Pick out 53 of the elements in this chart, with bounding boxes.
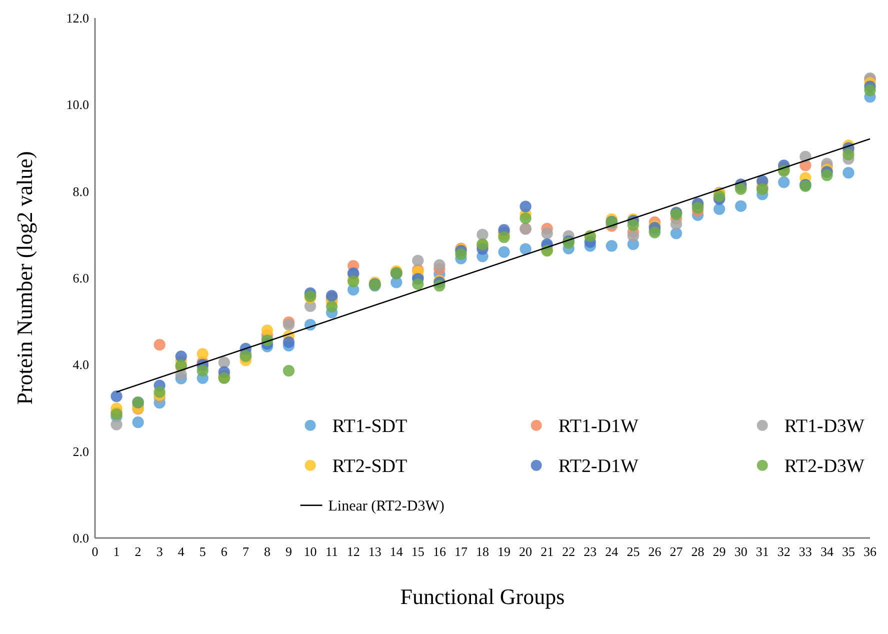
- x-tick-label: 24: [605, 544, 619, 559]
- x-tick-label: 10: [304, 544, 317, 559]
- x-tick-label: 28: [691, 544, 704, 559]
- x-tick-label: 21: [540, 544, 554, 559]
- x-tick-label: 1: [113, 544, 120, 559]
- x-tick-label: 33: [798, 544, 812, 559]
- x-tick-label: 32: [777, 544, 790, 559]
- legend-label: RT1-D3W: [784, 416, 865, 437]
- x-tick-label: 34: [820, 544, 834, 559]
- x-tick-label: 9: [286, 544, 292, 559]
- x-tick-label: 5: [199, 544, 206, 559]
- legend-label: RT2-SDT: [332, 456, 408, 477]
- x-tick-label: 31: [756, 544, 769, 559]
- y-tick-label: 8.0: [72, 184, 89, 199]
- legend-label: Linear (RT2-D3W): [328, 498, 444, 515]
- x-tick-label: 26: [648, 544, 662, 559]
- x-tick-label: 29: [712, 544, 726, 559]
- x-tick-label: 27: [670, 544, 684, 559]
- x-axis-title: Functional Groups: [400, 584, 565, 609]
- y-tick-label: 12.0: [66, 10, 89, 26]
- legend-label: RT2-D1W: [558, 456, 639, 477]
- x-tick-label: 30: [734, 544, 748, 559]
- x-tick-label: 2: [134, 544, 142, 559]
- legend-label: RT1-D1W: [558, 416, 639, 437]
- y-tick-label: 0.0: [72, 530, 89, 546]
- legend-label: RT1-SDT: [332, 416, 408, 437]
- y-tick-label: 6.0: [72, 270, 89, 286]
- x-tick-label: 20: [519, 544, 532, 559]
- x-tick-label: 11: [326, 544, 338, 559]
- x-tick-label: 14: [390, 544, 404, 559]
- y-tick-label: 4.0: [72, 357, 89, 372]
- x-tick-label: 17: [454, 544, 468, 559]
- x-tick-label: 35: [842, 544, 855, 559]
- x-tick-label: 8: [264, 544, 270, 559]
- legend-label: RT2-D3W: [784, 456, 865, 477]
- y-axis-title: Protein Number (log2 value): [12, 151, 37, 405]
- y-tick-label: 10.0: [66, 97, 89, 112]
- x-tick-label: 23: [584, 544, 597, 559]
- x-tick-label: 6: [220, 544, 228, 559]
- x-tick-label: 36: [864, 544, 877, 559]
- x-tick-label: 19: [498, 544, 511, 559]
- x-tick-label: 12: [346, 544, 360, 559]
- x-tick-label: 18: [476, 544, 489, 559]
- x-tick-label: 22: [562, 544, 576, 559]
- x-tick-label: 13: [368, 544, 382, 559]
- x-tick-label: 3: [156, 544, 163, 559]
- x-tick-label: 7: [242, 544, 250, 559]
- y-tick-label: 2.0: [72, 444, 89, 459]
- x-tick-label: 25: [626, 544, 640, 559]
- x-tick-label: 0: [92, 544, 98, 559]
- x-tick-label: 16: [432, 544, 446, 559]
- x-tick-label: 15: [411, 544, 424, 559]
- x-tick-label: 4: [178, 544, 185, 559]
